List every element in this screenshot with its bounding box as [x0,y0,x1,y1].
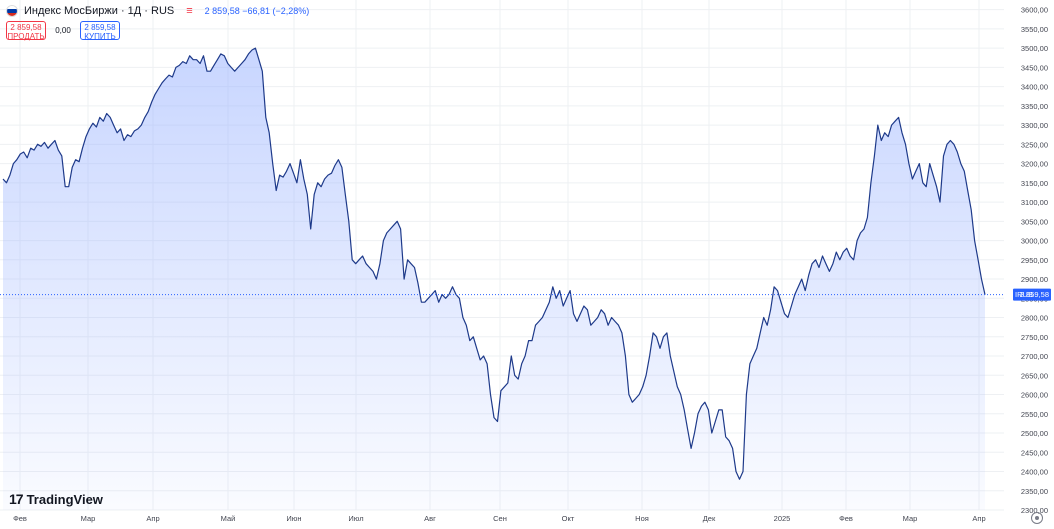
settings-icon[interactable] [1031,512,1043,524]
buy-button[interactable]: 2 859,58 КУПИТЬ [80,21,120,41]
x-tick-label: Фев [839,514,853,523]
price-change: −66,81 (−2,28%) [242,6,310,16]
sell-price: 2 859,58 [10,23,42,32]
y-tick-label: 2350,00 [1021,487,1048,496]
x-tick-label: Июл [348,514,363,523]
x-tick-label: Май [221,514,236,523]
y-tick-label: 2800,00 [1021,314,1048,323]
x-tick-label: Мар [81,514,96,523]
x-tick-label: Ноя [635,514,649,523]
y-tick-label: 3450,00 [1021,63,1048,72]
y-axis[interactable]: 2300,00 2350,00 2400,00 2450,00 2500,00 2550,… [1021,6,1048,515]
x-tick-label: 2025 [774,514,791,523]
x-axis[interactable]: Фев Мар Апр Май Июн Июл Авг Сен Окт Ноя Дек 2025 Фев… [13,514,986,523]
y-tick-label: 3000,00 [1021,237,1048,246]
y-tick-label: 2600,00 [1021,391,1048,400]
x-tick-label: Апр [146,514,159,523]
y-tick-label: 3300,00 [1021,121,1048,130]
price-tag-value: 2 859,58 [1020,290,1049,299]
y-tick-label: 3150,00 [1021,179,1048,188]
russia-flag-icon [6,5,18,17]
x-tick-label: Сен [493,514,507,523]
x-tick-label: Мар [903,514,918,523]
y-tick-label: 2950,00 [1021,256,1048,265]
spread-value: 0,00 [55,26,71,35]
sell-label: ПРОДАТЬ [7,32,45,41]
y-tick-label: 3100,00 [1021,198,1048,207]
y-tick-label: 2700,00 [1021,352,1048,361]
last-price-tag: IRUS 2 859,58 [1013,288,1051,301]
y-tick-label: 2500,00 [1021,429,1048,438]
series-line [2,47,986,480]
y-tick-label: 2300,00 [1021,506,1048,515]
y-tick-label: 2550,00 [1021,410,1048,419]
menu-icon[interactable]: ≡ [186,5,193,17]
flag-stripe-red [7,12,17,16]
y-tick-label: 2750,00 [1021,333,1048,342]
trade-panel: 2 859,58 ПРОДАТЬ 0,00 2 859,58 КУПИТЬ [6,21,120,41]
tradingview-logo[interactable]: 17 TradingView [9,491,103,507]
x-tick-label: Фев [13,514,27,523]
y-tick-label: 2900,00 [1021,275,1048,284]
y-tick-label: 3600,00 [1021,6,1048,15]
y-tick-label: 3200,00 [1021,160,1048,169]
buy-price: 2 859,58 [84,23,116,32]
y-tick-label: 3500,00 [1021,44,1048,53]
price-tag-box [1013,288,1051,301]
flag-stripe-white [7,6,17,10]
symbol-title[interactable]: Индекс МосБиржи · 1Д · RUS [24,5,175,17]
tradingview-logo-icon: 17 [9,491,24,507]
y-tick-label: 2650,00 [1021,371,1048,380]
last-price: 2 859,58 [204,6,240,16]
y-tick-label: 3400,00 [1021,83,1048,92]
price-tag-symbol: IRUS [1015,290,1033,299]
y-tick-label: 2450,00 [1021,448,1048,457]
y-tick-label: 3050,00 [1021,217,1048,226]
flag-stripe-blue [7,9,17,13]
x-tick-label: Июн [286,514,301,523]
x-tick-label: Дек [703,514,716,523]
x-tick-label: Авг [424,514,436,523]
y-tick-label: 3250,00 [1021,140,1048,149]
area-fill [3,48,985,510]
header-price: 2 859,58 −66,81 (−2,28%) [205,6,310,16]
y-tick-label: 3350,00 [1021,102,1048,111]
buy-label: КУПИТЬ [84,32,116,41]
tradingview-logo-text: TradingView [26,491,103,507]
sell-button[interactable]: 2 859,58 ПРОДАТЬ [6,21,46,41]
x-tick-label: Окт [562,514,575,523]
y-tick-label: 2400,00 [1021,468,1048,477]
chart-header: Индекс МосБиржи · 1Д · RUS ≡ 2 859,58 −6… [6,5,309,17]
y-tick-label: 3550,00 [1021,25,1048,34]
x-tick-label: Апр [972,514,985,523]
